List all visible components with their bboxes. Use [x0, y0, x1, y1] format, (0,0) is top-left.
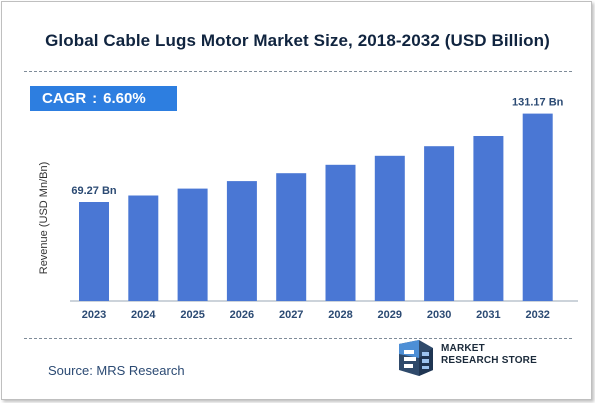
- x-tick-label: 2030: [427, 309, 451, 321]
- bar-2027: [276, 173, 307, 301]
- bottom-divider: [24, 338, 572, 339]
- x-tick-label: 2026: [230, 309, 254, 321]
- cagr-label: CAGR: [42, 90, 87, 107]
- x-tick-label: 2024: [131, 309, 156, 321]
- x-tick-label: 2023: [82, 309, 106, 321]
- chart-title: Global Cable Lugs Motor Market Size, 201…: [45, 31, 550, 50]
- top-divider: [24, 71, 572, 72]
- x-tick-label: 2032: [525, 309, 549, 321]
- data-label: 131.17 Bn: [512, 97, 564, 109]
- logo-line-2: RESEARCH STORE: [441, 355, 537, 366]
- bar-2028: [325, 164, 356, 301]
- bar-2023: [79, 202, 109, 301]
- data-label: 69.27 Bn: [71, 185, 117, 197]
- bar-2030: [424, 146, 455, 301]
- bar-2024: [128, 195, 159, 301]
- bar-2026: [226, 181, 257, 301]
- cagr-value: 6.60%: [103, 90, 146, 107]
- cagr-badge: CAGR:6.60%: [30, 86, 177, 111]
- market-research-store-logo-icon: [399, 340, 433, 376]
- bar-2031: [473, 136, 504, 301]
- x-tick-label: 2031: [476, 309, 500, 321]
- cagr-separator: :: [92, 90, 98, 107]
- source-note: Source: MRS Research: [48, 363, 185, 378]
- logo-line-1: MARKET: [441, 343, 485, 354]
- x-tick-label: 2027: [279, 309, 303, 321]
- logo-wordmark: MARKET RESEARCH STORE: [441, 343, 537, 367]
- x-tick-label: 2028: [328, 309, 352, 321]
- x-tick-label: 2025: [180, 309, 204, 321]
- bar-2032: [522, 113, 553, 301]
- bar-2029: [374, 155, 405, 301]
- bar-2025: [177, 188, 208, 301]
- x-tick-label: 2029: [378, 309, 402, 321]
